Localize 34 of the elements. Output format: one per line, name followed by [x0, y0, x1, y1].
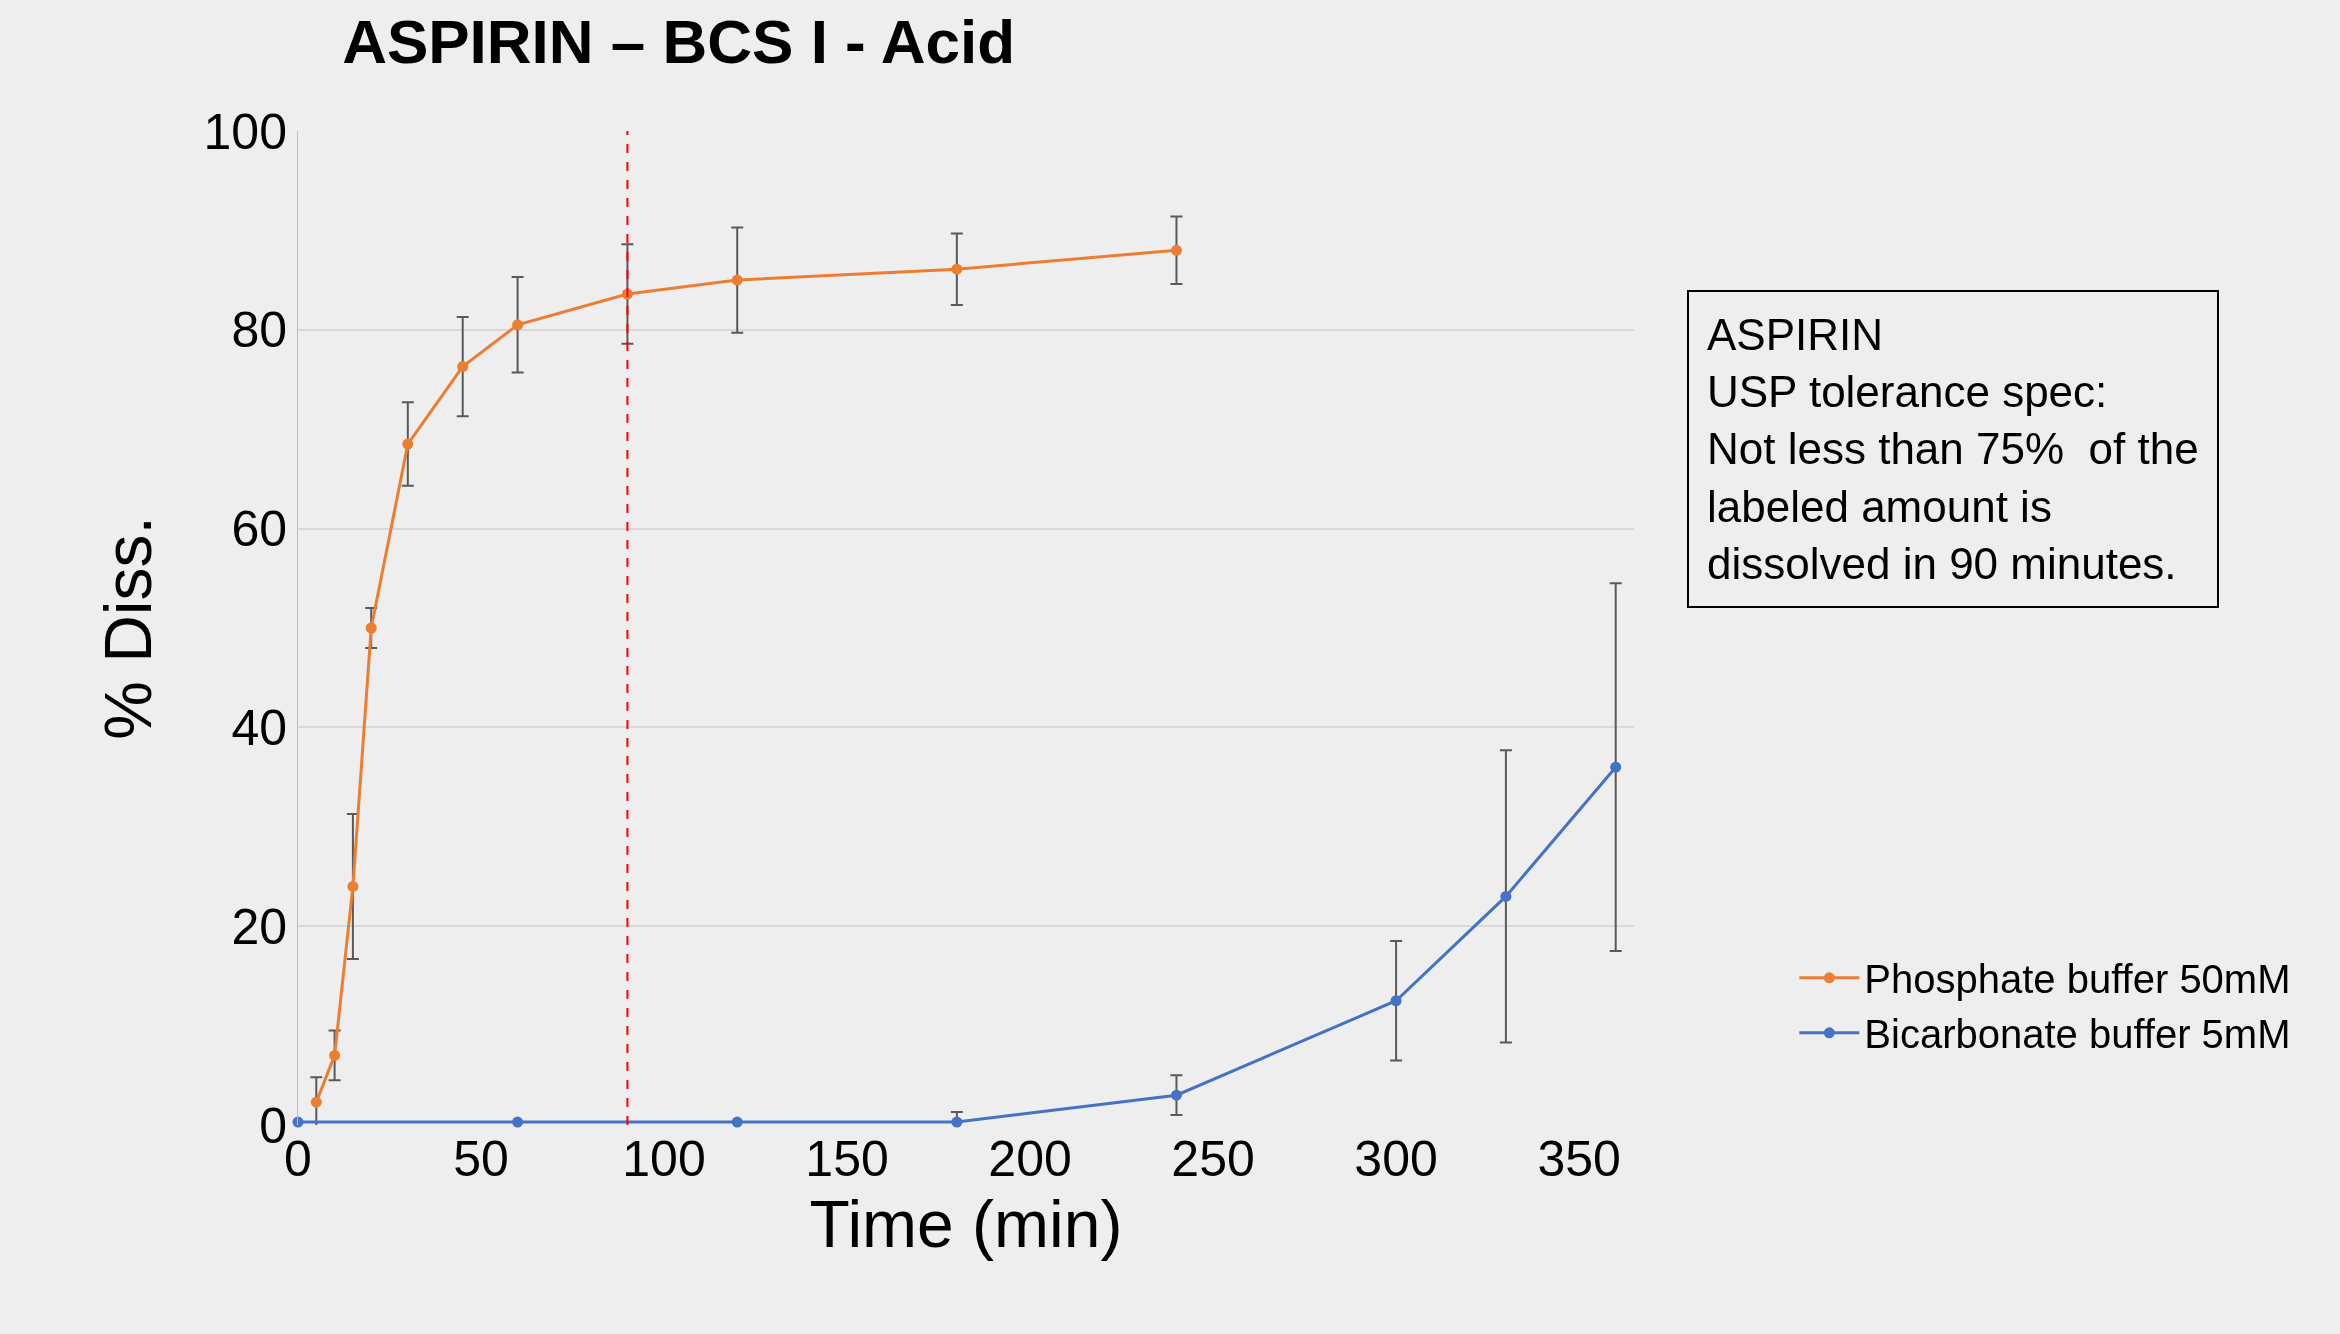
point	[731, 274, 743, 286]
x-tick-label: 50	[453, 1131, 509, 1187]
point	[1500, 890, 1512, 902]
x-tick-label: 300	[1354, 1131, 1438, 1187]
point	[457, 361, 469, 373]
x-tick-label: 150	[805, 1131, 889, 1187]
text: ASPIRIN USP tolerance spec: Not less than 75% of the labeled amount is dissolved in 90 minutes.	[1707, 310, 2199, 588]
point	[512, 1116, 524, 1128]
point	[329, 1049, 341, 1061]
point	[310, 1096, 322, 1108]
x-tick-label: 250	[1171, 1131, 1255, 1187]
x-tick-label: 350	[1537, 1131, 1621, 1187]
point	[512, 319, 524, 331]
x-tick-label: 200	[988, 1131, 1072, 1187]
y-tick-label: 80	[231, 302, 287, 359]
point	[731, 1116, 743, 1128]
point	[951, 263, 963, 275]
y-tick-label: 40	[231, 699, 287, 756]
point	[365, 622, 377, 634]
legend-label: Bicarbonate buffer 5mM	[1864, 1012, 2291, 1057]
point	[1170, 244, 1182, 256]
x-tick-label: 100	[622, 1131, 706, 1187]
x-axis-title: Time (min)	[809, 1187, 1123, 1261]
y-tick-label: 20	[231, 898, 287, 955]
y-tick-label: 100	[203, 103, 287, 160]
y-axis-title: % Diss.	[90, 516, 165, 740]
point	[402, 438, 414, 450]
point	[1610, 761, 1622, 773]
chart-title: ASPIRIN – BCS I - Acid	[342, 7, 1016, 77]
legend-label: Phosphate buffer 50mM	[1864, 957, 2291, 1002]
y-tick-label: 60	[231, 501, 287, 558]
point	[1170, 1089, 1182, 1101]
point	[1390, 995, 1402, 1007]
point	[347, 880, 359, 892]
